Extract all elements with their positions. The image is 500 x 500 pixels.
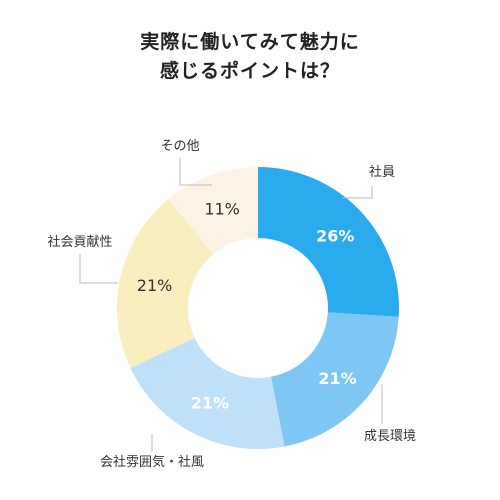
slice-shakai-koken: [117, 199, 214, 369]
category-label: 会社雰囲気・社風: [100, 454, 204, 470]
slice-seicho-kankyo: [271, 312, 399, 447]
category-label: 成長環境: [364, 429, 416, 444]
chart-title-line-1: 実際に働いてみて魅力に: [140, 31, 360, 53]
slice-sonota: [168, 167, 258, 255]
slice-shain: [258, 167, 399, 317]
value-labels: 26% 21% 21% 21% 11%: [137, 199, 357, 412]
leader-lines: [79, 158, 383, 452]
value-label: 21%: [318, 369, 356, 388]
leader-line: [79, 254, 118, 284]
slice-kaisha-fuiki: [130, 337, 285, 449]
category-label: その他: [160, 139, 199, 154]
chart-title: 実際に働いてみて魅力に 感じるポイントは？: [0, 28, 500, 86]
chart-title-line-2: 感じるポイントは？: [159, 60, 340, 82]
category-label: 社会貢献性: [47, 234, 112, 250]
leader-line: [342, 186, 373, 199]
leader-line: [179, 158, 212, 186]
value-label: 11%: [204, 199, 240, 218]
value-label: 26%: [316, 226, 354, 245]
category-label: 社員: [369, 164, 395, 180]
value-label: 21%: [137, 276, 173, 295]
donut-slices: [117, 167, 399, 449]
value-label: 21%: [191, 393, 229, 412]
